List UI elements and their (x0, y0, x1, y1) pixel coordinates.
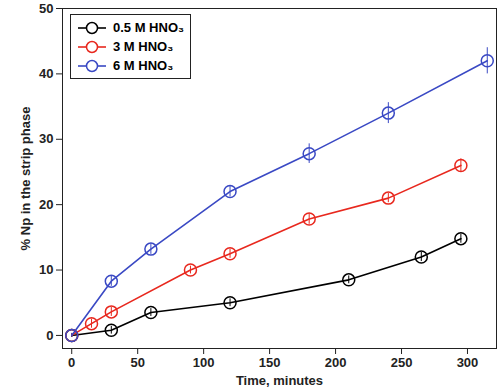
svg-text:50: 50 (130, 355, 144, 370)
html-text:6 M HNO₃: 6 M HNO₃ (113, 58, 174, 73)
svg-text:20: 20 (39, 197, 53, 212)
svg-text:0: 0 (68, 355, 75, 370)
html-text:0.5 M HNO₃: 0.5 M HNO₃ (113, 20, 184, 35)
svg-text:200: 200 (325, 355, 347, 370)
svg-text:250: 250 (391, 355, 413, 370)
svg-text:Time, minutes: Time, minutes (236, 373, 323, 388)
svg-text:150: 150 (259, 355, 281, 370)
svg-text:100: 100 (193, 355, 215, 370)
html-text:3 M HNO₃: 3 M HNO₃ (113, 39, 174, 54)
svg-text:50: 50 (39, 1, 53, 16)
svg-text:40: 40 (39, 66, 53, 81)
svg-text:0: 0 (46, 328, 53, 343)
svg-text:300: 300 (457, 355, 479, 370)
svg-text:30: 30 (39, 131, 53, 146)
svg-text:% Np in the strip phase: % Np in the strip phase (18, 107, 33, 251)
svg-text:10: 10 (39, 262, 53, 277)
